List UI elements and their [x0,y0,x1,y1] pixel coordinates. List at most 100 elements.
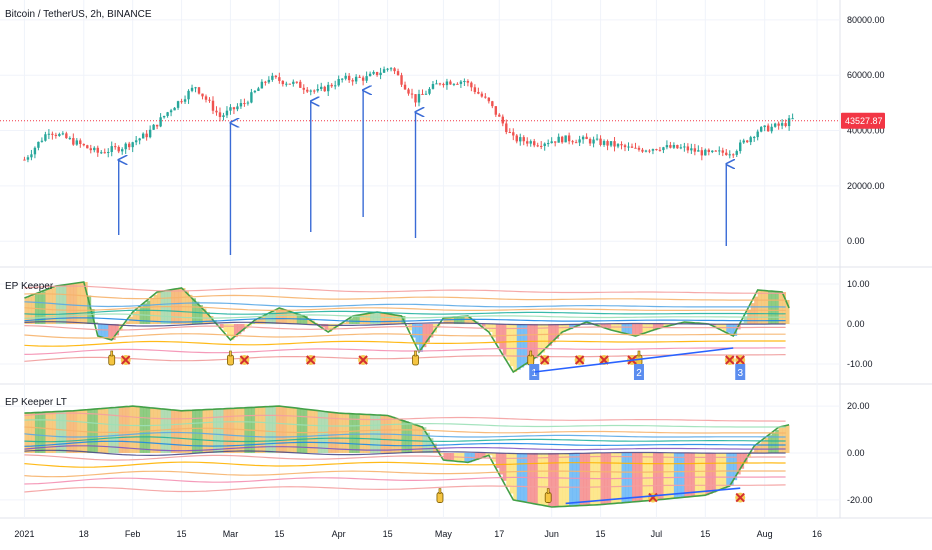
histogram-strip [684,453,689,498]
candle-body [749,137,752,143]
histogram-strip [398,418,402,453]
candle-body [169,110,173,113]
histogram-strip [631,324,636,336]
box-label-text: 3 [737,368,743,379]
candle-body [648,150,651,152]
finger-icon [414,350,417,357]
histogram-strip [335,412,340,453]
candle-body [456,83,459,85]
candle-body [124,143,127,150]
histogram-strip [394,314,399,324]
hand-icon [227,354,234,366]
candle-body [354,76,358,82]
candle-body [574,142,578,144]
histogram-strip [726,453,731,488]
box-label-text: 1 [531,368,537,379]
histogram-strip [289,311,294,324]
histogram-strip [157,292,162,324]
histogram-strip [628,453,633,503]
histogram-strip [586,453,591,506]
histogram-strip [453,317,458,324]
cross-marker [120,355,131,365]
candle-body [225,110,229,116]
candle-body [759,127,763,132]
band-line [24,440,786,447]
histogram-strip [757,443,762,453]
histogram-strip [450,317,455,324]
histogram-strip [687,453,692,497]
candle-body [306,89,309,92]
histogram-strip [537,324,542,356]
histogram-strip [649,453,654,501]
candle-body [791,118,794,120]
histogram-strip [352,316,357,324]
histogram-strip [324,324,329,330]
histogram-strip [115,407,120,453]
histogram-strip [684,322,689,324]
histogram-strip [778,291,783,324]
finger-icon [529,350,533,357]
candle-body [714,150,717,152]
histogram-strip [272,406,277,453]
histogram-strip [391,314,395,324]
histogram-strip [652,453,657,501]
histogram-strip [761,440,766,453]
histogram-strip [303,316,308,324]
histogram-strip [579,453,584,506]
histogram-strip [499,453,504,475]
histogram-strip [307,409,312,453]
time-tick-label: 15 [177,529,187,539]
histogram-strip [209,409,214,453]
histogram-strip [122,406,127,453]
histogram-strip [300,408,305,453]
histogram-strip [303,408,308,453]
candle-body [82,144,85,146]
candle-body [37,141,40,148]
histogram-strip [412,423,416,453]
candle-body [30,154,33,158]
candle-body [662,147,665,151]
histogram-strip [212,409,217,453]
candle-body [414,94,417,103]
histogram-strip [474,453,479,461]
histogram-strip [471,318,476,324]
histogram-strip [659,453,664,500]
histogram-strip [52,287,57,324]
histogram-strip [69,284,74,324]
candle-body [44,134,47,141]
candle-body [285,83,288,85]
histogram-strip [645,453,650,501]
histogram-strip [282,406,287,453]
candle-body [51,133,54,135]
histogram-strip [523,324,528,366]
histogram-strip [499,324,504,350]
histogram-strip [495,453,500,469]
histogram-strip [425,432,430,453]
histogram-strip [268,406,273,453]
trend-line [534,347,734,373]
histogram-strip [481,453,486,458]
histogram-strip [394,417,399,453]
histogram-strip [677,453,682,498]
candle-body [609,141,613,146]
candle-body [770,126,773,132]
histogram-strip [419,324,423,352]
candle-body [463,81,466,83]
histogram-strip [45,290,50,324]
hand-marker [227,350,234,366]
band-line [24,436,786,443]
candle-body [89,148,92,151]
time-tick-label: Apr [332,529,346,539]
histogram-strip [520,324,525,368]
histogram-strip [275,406,280,453]
candle-body [382,69,386,73]
x-icon [735,492,745,503]
histogram-strip [73,283,78,324]
candle-body [271,75,274,80]
histogram-strip [55,411,60,453]
hand-icon [544,492,552,503]
histogram-strip [572,453,577,506]
histogram-strip [52,411,57,453]
band-line [24,317,786,323]
candle-body [138,138,141,141]
